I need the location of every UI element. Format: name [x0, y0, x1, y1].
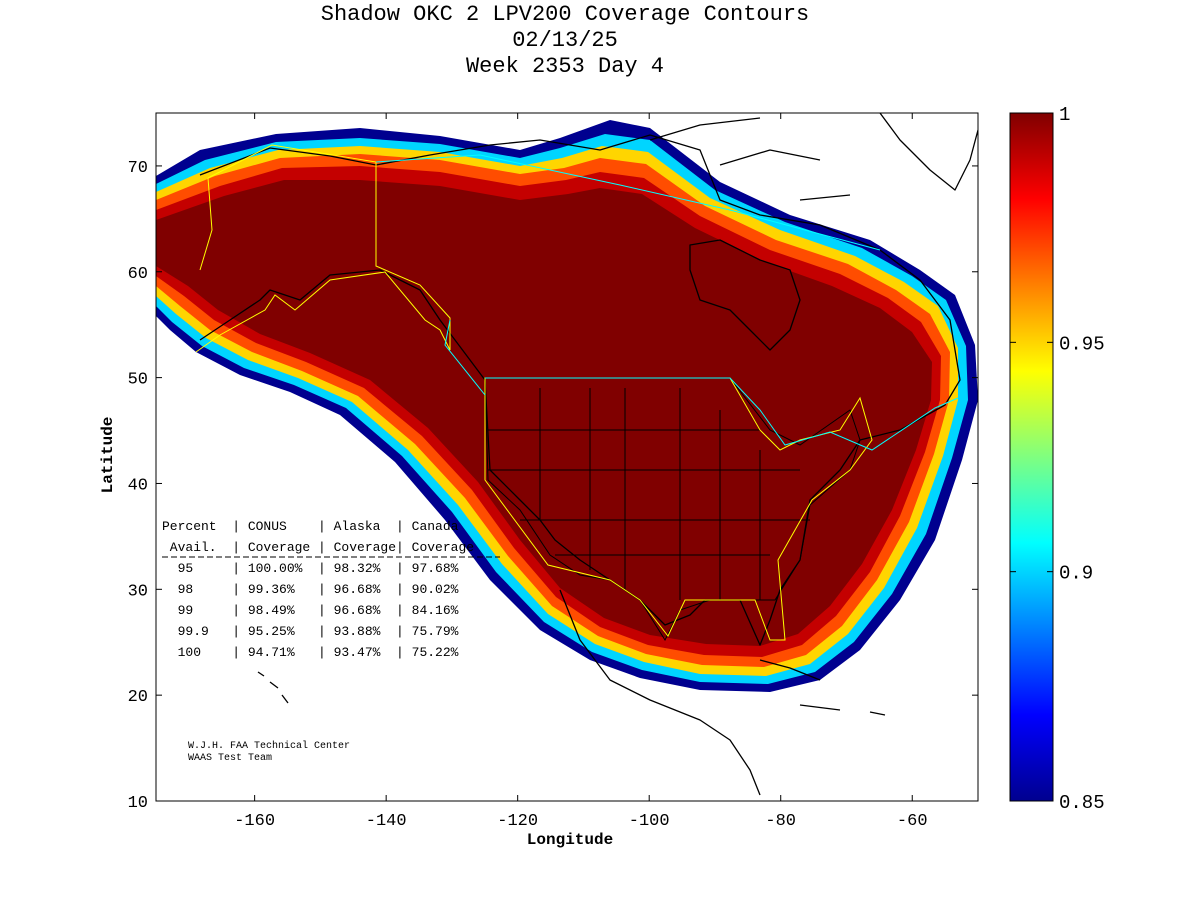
coverage-band-100 [156, 180, 932, 646]
x-axis-label: Longitude [527, 831, 613, 849]
table-header-row-1: Percent | CONUS | Alaska | Canada [162, 519, 459, 534]
colorbar-tick-label: 1 [1059, 104, 1070, 126]
coverage-table: Percent | CONUS | Alaska | Canada Avail.… [162, 519, 500, 660]
chart-title-line-2: 02/13/25 [512, 28, 618, 53]
y-tick-label: 40 [128, 476, 148, 495]
colorbar [1009, 112, 1054, 802]
coverage-region-outline [195, 144, 873, 641]
colorbar-ticks: 1 0.95 0.9 0.85 [1010, 104, 1105, 814]
x-tick-label: -140 [366, 812, 407, 831]
x-tick-label: -160 [234, 812, 275, 831]
x-axis: -160 -140 -120 -100 -80 -60 [234, 113, 928, 831]
hudson-bay-outline [689, 239, 801, 351]
y-tick-label: 70 [128, 159, 148, 178]
y-tick-label: 50 [128, 371, 148, 390]
table-row: 100 | 94.71% | 93.47% | 75.22% [162, 645, 459, 660]
y-tick-label: 60 [128, 265, 148, 284]
colorbar-tick-label: 0.9 [1059, 563, 1093, 585]
x-tick-label: -60 [897, 812, 928, 831]
x-tick-label: -80 [765, 812, 796, 831]
region-outlines [195, 144, 959, 641]
x-tick-label: -100 [629, 812, 670, 831]
central-america-outline [559, 589, 761, 796]
y-tick-label: 20 [128, 688, 148, 707]
coastline-outlines [199, 113, 978, 796]
credit-line-2: WAAS Test Team [188, 753, 272, 764]
table-row: 99 | 98.49% | 96.68% | 84.16% [162, 603, 459, 618]
table-row: 95 | 100.00% | 98.32% | 97.68% [162, 561, 459, 576]
credit-line-1: W.J.H. FAA Technical Center [188, 740, 350, 752]
table-header-row-2: Avail. | Coverage | Coverage| Coverage [162, 540, 474, 555]
chart-title-line-1: Shadow OKC 2 LPV200 Coverage Contours [320, 2, 810, 27]
north-america-coastline [199, 134, 961, 646]
colorbar-tick-label: 0.95 [1059, 333, 1105, 355]
arctic-islands [649, 117, 851, 201]
y-tick-label: 10 [128, 794, 148, 813]
y-tick-label: 30 [128, 582, 148, 601]
x-tick-label: -120 [497, 812, 538, 831]
table-row: 99.9 | 95.25% | 93.88% | 75.79% [162, 624, 459, 639]
caribbean-islands [759, 659, 886, 716]
y-axis: 10 20 30 40 50 60 70 [128, 159, 978, 813]
table-row: 98 | 99.36% | 96.68% | 90.02% [162, 582, 459, 597]
hawaii-islands [257, 671, 289, 704]
greenland-outline [879, 113, 978, 191]
colorbar-tick-label: 0.85 [1059, 792, 1105, 814]
chart-title-line-3: Week 2353 Day 4 [465, 54, 665, 79]
plot-frame [155, 112, 979, 802]
canada-border-outline [375, 154, 959, 451]
y-axis-label: Latitude [99, 417, 117, 494]
